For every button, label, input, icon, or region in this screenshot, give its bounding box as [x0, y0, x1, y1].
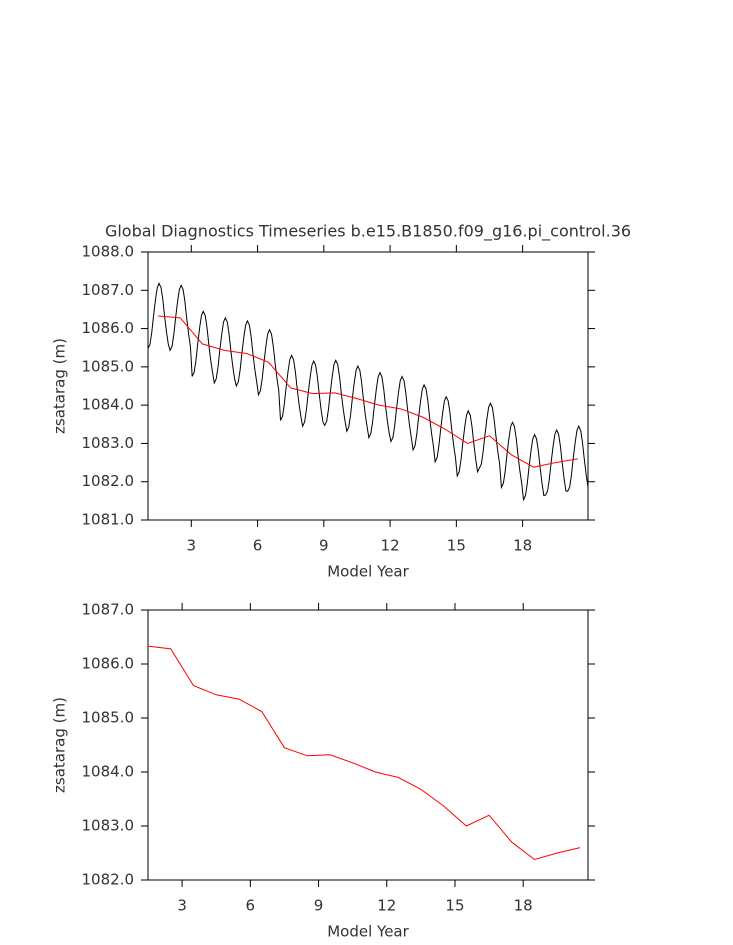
plot-frame	[147, 609, 589, 881]
x-tick-label: 3	[177, 897, 187, 915]
x-tick-label: 15	[447, 537, 466, 555]
x-tick-label: 15	[445, 897, 464, 915]
x-tick-label: 3	[187, 537, 197, 555]
x-tick-label: 6	[246, 897, 256, 915]
x-tick-label: 12	[381, 537, 400, 555]
y-tick-label: 1082.0	[82, 871, 135, 889]
y-tick-label: 1087.0	[82, 601, 135, 619]
data-line	[147, 282, 589, 502]
y-tick-label: 1086.0	[82, 655, 135, 673]
chart-title: Global Diagnostics Timeseries b.e15.B185…	[105, 222, 631, 242]
x-tick-label: 6	[253, 537, 263, 555]
x-tick-label: 18	[513, 537, 532, 555]
y-tick-label: 1081.0	[82, 511, 135, 529]
y-tick-label: 1084.0	[82, 396, 135, 414]
y-tick-label: 1083.0	[82, 817, 135, 835]
y-tick-label: 1084.0	[82, 763, 135, 781]
data-line	[147, 645, 581, 861]
x-tick-label: 9	[319, 537, 329, 555]
y-tick-label: 1086.0	[82, 319, 135, 337]
x-tick-label: 9	[314, 897, 324, 915]
x-tick-label: 12	[377, 897, 396, 915]
x-axis-label: Model Year	[327, 563, 409, 581]
y-tick-label: 1088.0	[82, 243, 135, 261]
y-tick-label: 1085.0	[82, 709, 135, 727]
x-tick-label: 18	[514, 897, 533, 915]
plot-frame	[147, 251, 589, 521]
y-tick-label: 1087.0	[82, 281, 135, 299]
x-axis-label: Model Year	[327, 923, 409, 941]
y-axis-label: zsatarag (m)	[51, 697, 69, 793]
y-tick-label: 1085.0	[82, 357, 135, 375]
y-tick-label: 1083.0	[82, 434, 135, 452]
y-tick-label: 1082.0	[82, 472, 135, 490]
data-line	[158, 315, 578, 468]
y-axis-label: zsatarag (m)	[51, 338, 69, 434]
